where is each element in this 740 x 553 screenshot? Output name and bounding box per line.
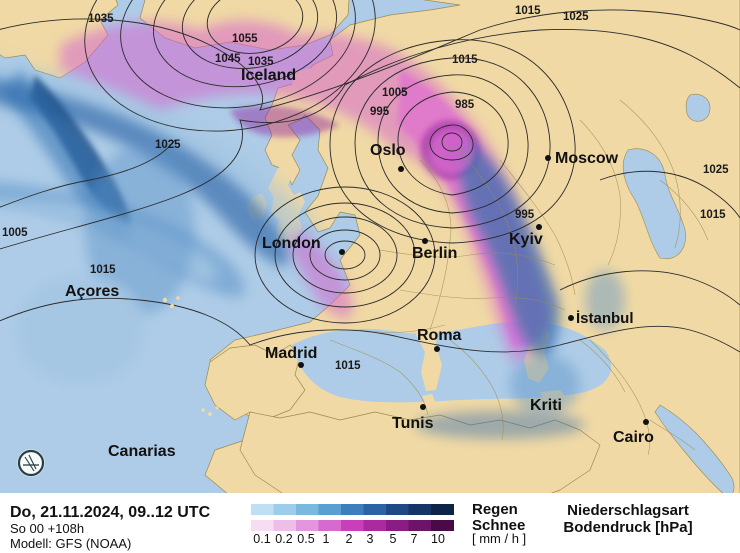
svg-text:1005: 1005 (382, 87, 408, 99)
svg-text:5: 5 (390, 532, 397, 546)
svg-text:London: London (262, 235, 321, 252)
svg-text:985: 985 (455, 99, 475, 111)
svg-text:1015: 1015 (700, 209, 726, 221)
svg-text:1025: 1025 (563, 11, 589, 23)
svg-text:1045: 1045 (215, 53, 241, 65)
svg-text:3: 3 (367, 532, 374, 546)
svg-text:1025: 1025 (155, 139, 181, 151)
svg-text:995: 995 (370, 106, 390, 118)
svg-text:1035: 1035 (88, 13, 114, 25)
svg-text:1055: 1055 (232, 33, 258, 45)
svg-text:[ mm / h ]: [ mm / h ] (472, 531, 526, 546)
svg-text:Bodendruck [hPa]: Bodendruck [hPa] (563, 519, 692, 536)
svg-text:Cairo: Cairo (613, 429, 654, 446)
svg-text:So 00 +108h: So 00 +108h (10, 521, 84, 536)
svg-text:0.5: 0.5 (297, 532, 314, 546)
svg-text:995: 995 (515, 209, 535, 221)
svg-text:1: 1 (323, 532, 330, 546)
svg-text:1015: 1015 (515, 5, 541, 17)
svg-text:İstanbul: İstanbul (576, 310, 634, 327)
svg-text:Oslo: Oslo (370, 142, 406, 159)
svg-text:Regen: Regen (472, 501, 518, 518)
svg-text:1005: 1005 (2, 227, 28, 239)
svg-text:10: 10 (431, 532, 445, 546)
svg-text:Iceland: Iceland (241, 67, 296, 84)
svg-text:Canarias: Canarias (108, 443, 176, 460)
svg-text:Do, 21.11.2024, 09..12 UTC: Do, 21.11.2024, 09..12 UTC (10, 504, 211, 521)
svg-text:Roma: Roma (417, 327, 462, 344)
svg-text:Kriti: Kriti (530, 397, 562, 414)
svg-text:Berlin: Berlin (412, 245, 457, 262)
svg-text:Moscow: Moscow (555, 150, 619, 167)
svg-text:1015: 1015 (335, 360, 361, 372)
svg-text:2: 2 (346, 532, 353, 546)
svg-text:1015: 1015 (452, 54, 478, 66)
svg-text:1015: 1015 (90, 264, 116, 276)
svg-text:Kyiv: Kyiv (509, 231, 543, 248)
svg-text:Niederschlagsart: Niederschlagsart (567, 502, 689, 519)
svg-text:7: 7 (411, 532, 418, 546)
svg-text:0.1: 0.1 (253, 532, 270, 546)
svg-text:0.2: 0.2 (275, 532, 292, 546)
svg-text:Madrid: Madrid (265, 345, 317, 362)
svg-text:Modell: GFS (NOAA): Modell: GFS (NOAA) (10, 536, 131, 551)
svg-text:Tunis: Tunis (392, 415, 434, 432)
svg-text:1025: 1025 (703, 164, 729, 176)
svg-text:Açores: Açores (65, 283, 119, 300)
